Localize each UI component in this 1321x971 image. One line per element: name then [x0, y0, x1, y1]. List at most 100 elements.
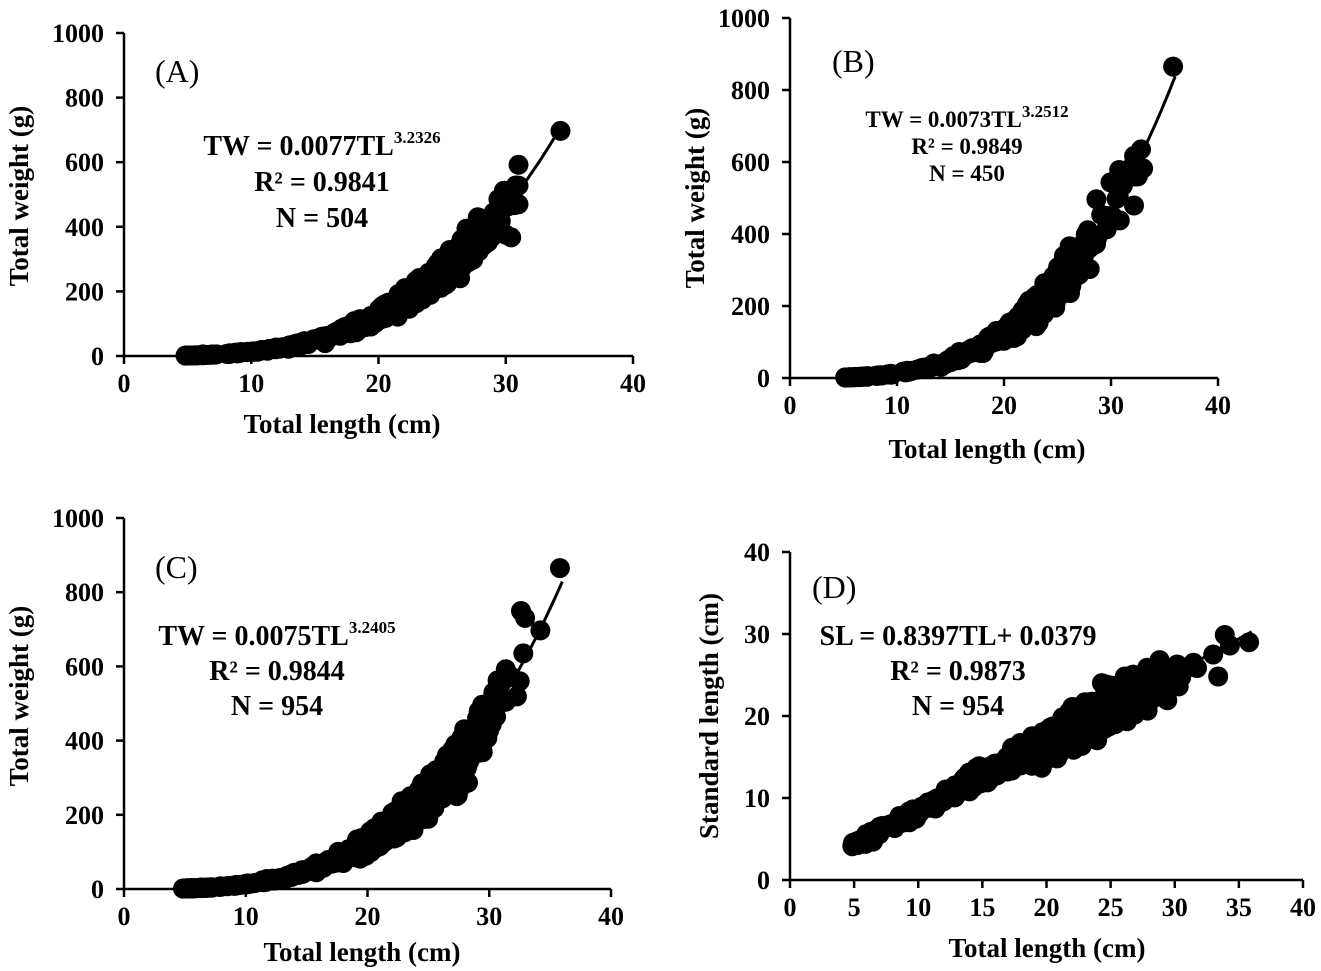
x-tick-label: 30 [1162, 893, 1188, 922]
y-tick-label: 400 [65, 727, 104, 756]
data-point [1102, 206, 1123, 227]
data-point [515, 607, 536, 628]
sample-size-text: N = 450 [929, 161, 1005, 186]
equation-text: TW = 0.0073TL3.2512 [865, 102, 1068, 132]
fit-line [182, 580, 564, 891]
data-point [1098, 681, 1118, 702]
data-point [1059, 247, 1080, 268]
data-point [458, 772, 478, 793]
y-tick-label: 10 [744, 784, 770, 813]
equation-text: TW = 0.0075TL3.2405 [158, 618, 395, 652]
y-tick-label: 1000 [52, 504, 104, 533]
data-point [1124, 670, 1145, 691]
data-point [1056, 705, 1077, 726]
r-squared-text: R² = 0.9844 [209, 656, 345, 687]
y-tick-label: 400 [65, 213, 104, 242]
y-tick-label: 600 [65, 148, 104, 177]
data-point [513, 643, 534, 664]
y-tick-label: 20 [744, 702, 770, 731]
data-point [454, 731, 475, 751]
data-point [474, 235, 494, 255]
x-axis-label: Total length (cm) [264, 937, 461, 967]
data-point [1079, 225, 1100, 246]
data-point [1163, 56, 1184, 77]
x-tick-label: 20 [366, 369, 392, 398]
data-point [490, 211, 511, 232]
data-point [1086, 189, 1107, 210]
equation-text: TW = 0.0077TL3.2326 [203, 128, 440, 162]
scatter-points [842, 625, 1260, 857]
y-tick-label: 1000 [52, 19, 104, 48]
y-tick-label: 600 [65, 652, 104, 681]
data-point [924, 353, 945, 374]
equation-text: SL = 0.8397TL+ 0.0379 [820, 621, 1097, 652]
r-squared-text: R² = 0.9841 [254, 167, 390, 198]
x-tick-label: 20 [355, 902, 381, 931]
y-tick-label: 800 [731, 76, 770, 105]
x-tick-label: 0 [118, 902, 131, 931]
data-point [474, 707, 495, 728]
y-tick-label: 800 [65, 84, 104, 113]
y-tick-label: 200 [65, 277, 104, 306]
x-tick-label: 40 [1205, 391, 1231, 420]
r-squared-text: R² = 0.9873 [890, 656, 1026, 687]
y-tick-label: 200 [65, 801, 104, 830]
y-axis-label: Total weight (g) [4, 606, 34, 787]
y-tick-label: 600 [731, 148, 770, 177]
y-axis-label: Standard length (cm) [694, 593, 724, 839]
data-point [1100, 172, 1121, 193]
y-axis-label: Total weight (g) [4, 106, 34, 287]
equation-exponent: 3.2326 [394, 128, 441, 147]
equation-lhs: SL = 0.8397TL+ 0.0379 [820, 621, 1097, 652]
data-point [1157, 690, 1178, 711]
x-tick-label: 40 [1290, 893, 1316, 922]
x-tick-label: 15 [969, 893, 995, 922]
y-tick-label: 400 [731, 220, 770, 249]
x-tick-label: 10 [905, 893, 931, 922]
data-point [974, 341, 994, 362]
x-tick-label: 20 [1034, 893, 1060, 922]
x-axis-label: Total length (cm) [244, 409, 441, 439]
x-tick-label: 30 [493, 369, 519, 398]
equation-lhs: TW = 0.0077TL [203, 131, 393, 162]
y-tick-label: 0 [91, 342, 104, 371]
panel-tag: (B) [832, 43, 875, 79]
x-tick-label: 0 [118, 369, 131, 398]
y-tick-label: 0 [91, 875, 104, 904]
panel-tag: (C) [155, 549, 198, 585]
sample-size-text: N = 954 [231, 691, 323, 722]
data-point [425, 793, 446, 814]
equation-exponent: 3.2405 [349, 618, 396, 637]
x-tick-label: 10 [233, 902, 259, 931]
equation-exponent: 3.2512 [1022, 102, 1069, 121]
data-point [1208, 666, 1229, 687]
panel-tag: (D) [812, 569, 856, 605]
data-point [501, 227, 522, 248]
y-tick-label: 800 [65, 578, 104, 607]
x-tick-label: 10 [884, 391, 910, 420]
x-tick-label: 40 [598, 902, 624, 931]
y-tick-label: 1000 [718, 4, 770, 33]
data-point [549, 558, 570, 579]
r-squared-text: R² = 0.9849 [911, 134, 1022, 159]
data-point [431, 773, 452, 794]
y-tick-label: 40 [744, 538, 770, 567]
y-axis-label: Total weight (g) [680, 108, 710, 289]
panel-c: 0 200 400 600 800 1000 0 10 20 30 40 Total length (… [4, 504, 624, 967]
x-tick-label: 0 [784, 893, 797, 922]
x-tick-label: 5 [848, 893, 861, 922]
fit-line [185, 126, 562, 358]
y-tick-label: 200 [731, 292, 770, 321]
data-point [495, 659, 516, 680]
data-point [483, 682, 504, 703]
panel-tag: (A) [155, 53, 199, 89]
x-tick-label: 30 [476, 902, 502, 931]
fit-line [843, 75, 1177, 379]
x-tick-label: 20 [991, 391, 1017, 420]
x-axis-label: Total length (cm) [889, 434, 1086, 464]
equation-lhs: TW = 0.0075TL [158, 621, 348, 652]
data-point [1132, 684, 1153, 705]
x-tick-label: 35 [1226, 893, 1252, 922]
x-tick-label: 10 [238, 369, 264, 398]
